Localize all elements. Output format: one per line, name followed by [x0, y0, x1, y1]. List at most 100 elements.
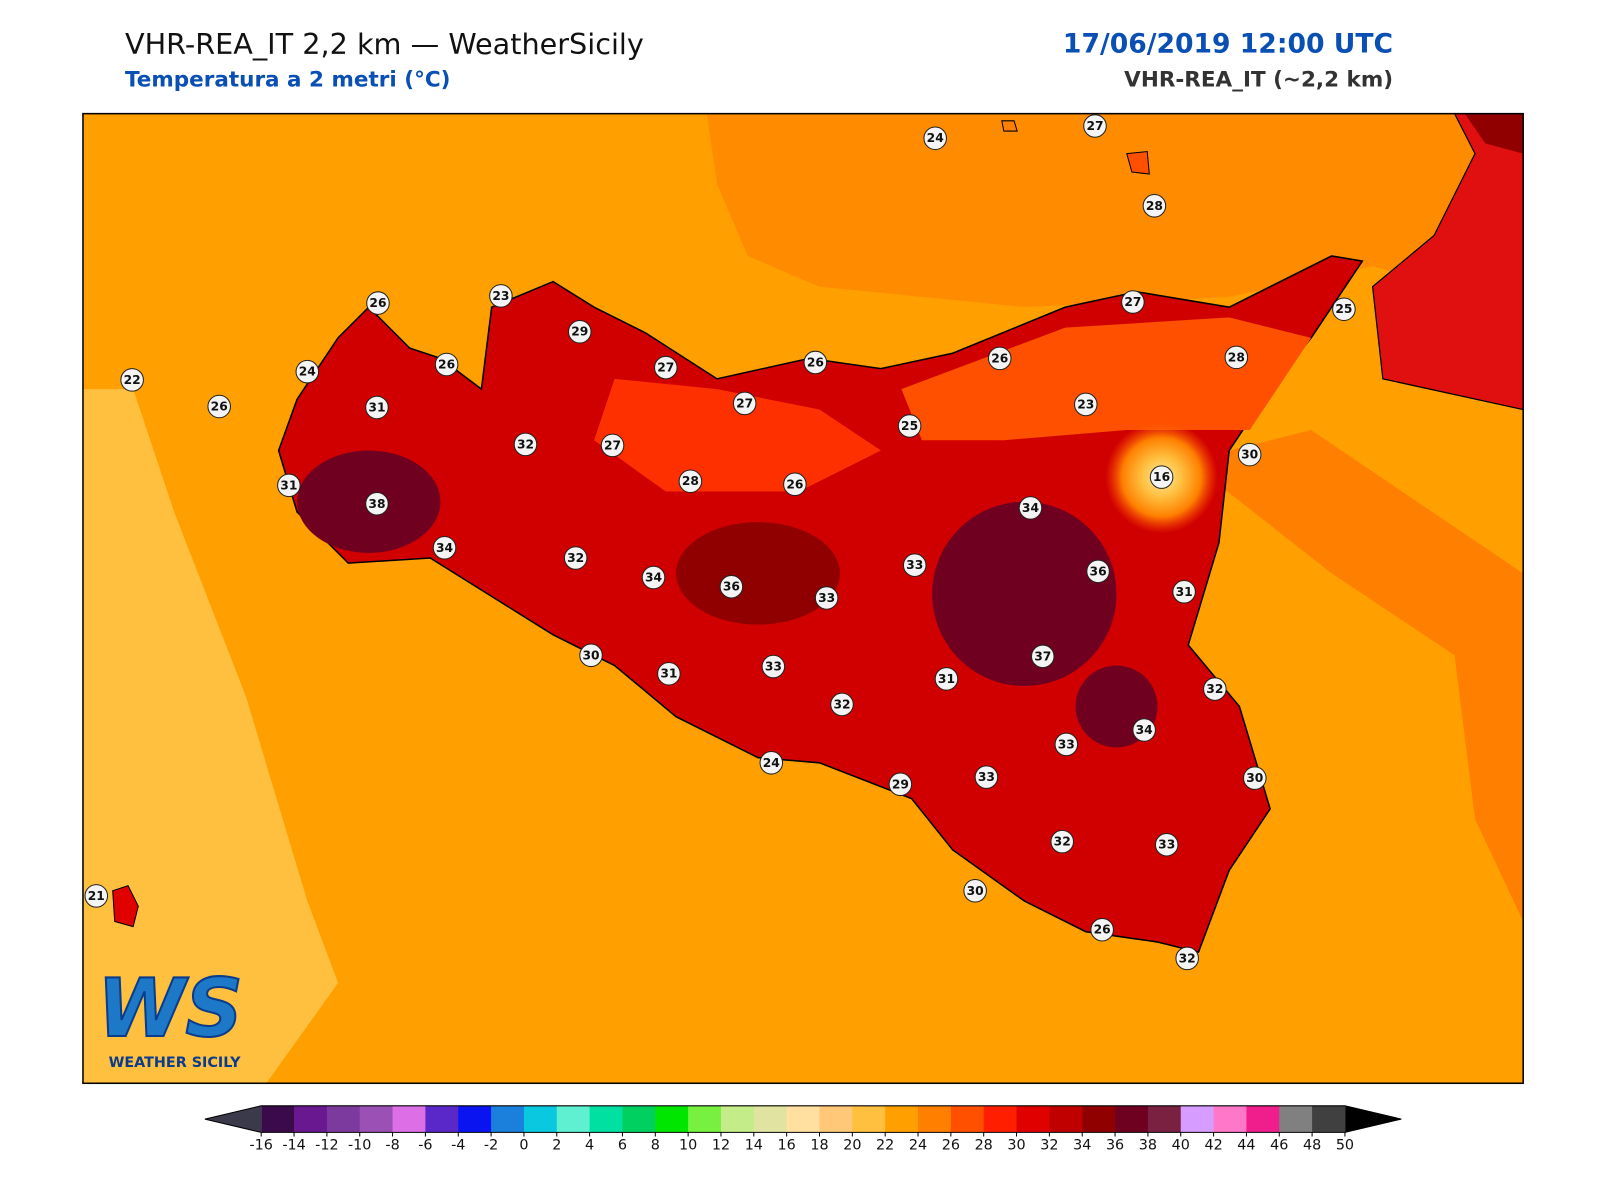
station-marker [654, 355, 678, 380]
colorbar-tick-label: 28 [975, 1138, 993, 1154]
hot-area [932, 501, 1117, 687]
station-value: 31 [938, 672, 955, 686]
colorbar-bin [523, 1105, 558, 1133]
station-marker [513, 432, 538, 457]
station-value: 32 [833, 697, 850, 711]
stations: 24 27 28 26 23 29 22 24 26 26 31 27 26 27 25 28 26 27 25 23… [84, 114, 1356, 971]
station-marker [803, 350, 828, 375]
colorbar-tick-label: 46 [1270, 1138, 1288, 1154]
north-coast [901, 317, 1312, 441]
station-marker [1142, 194, 1167, 218]
station-marker [1086, 559, 1110, 584]
colorbar-tick-label: 8 [651, 1138, 660, 1154]
colorbar-tick-label: 48 [1303, 1138, 1321, 1154]
station-value: 31 [368, 401, 385, 415]
colorbar-tick-label: 4 [585, 1138, 594, 1154]
colorbar-tick-label: 14 [745, 1138, 763, 1154]
station-value: 29 [571, 325, 588, 339]
colorbar-bin [1049, 1105, 1083, 1133]
station-marker [657, 661, 681, 686]
colorbar-bin [326, 1105, 361, 1133]
station-marker [1121, 290, 1145, 314]
station-marker [365, 395, 389, 420]
station-marker [295, 359, 320, 384]
station-value: 30 [582, 648, 599, 662]
colorbar-bin [359, 1105, 394, 1133]
station-value: 24 [927, 131, 944, 145]
station-marker [84, 884, 109, 908]
station-marker [567, 319, 592, 344]
colorbar-tick-label: 20 [843, 1138, 861, 1154]
station-value: 25 [901, 419, 918, 433]
map-frame [82, 112, 1524, 1085]
station-marker [814, 586, 839, 610]
colorbar-bin [1246, 1105, 1280, 1133]
station-value: 27 [736, 396, 753, 410]
colorbar-tick-label: 16 [778, 1138, 796, 1154]
station-marker [732, 391, 757, 416]
colorbar-bin [589, 1105, 623, 1133]
colorbar-tick-label: 44 [1237, 1138, 1255, 1154]
colorbar-bin [1180, 1105, 1215, 1133]
madonie [594, 378, 881, 492]
colorbar-tick-label: 38 [1139, 1138, 1157, 1154]
colorbar-tick-label: -8 [385, 1138, 399, 1154]
colorbar-tick-label: 0 [519, 1138, 528, 1154]
station-value: 31 [660, 667, 677, 681]
station-value: 33 [906, 558, 923, 572]
colorbar-bin [425, 1105, 459, 1133]
station-marker [1050, 829, 1075, 854]
station-marker [366, 291, 390, 315]
colorbar-bin [556, 1105, 591, 1133]
island [1126, 150, 1150, 175]
station-marker [897, 414, 922, 438]
station-value: 21 [88, 889, 105, 903]
station-value: 37 [1034, 649, 1051, 663]
station-value: 32 [1179, 951, 1196, 965]
calabria [1371, 113, 1524, 411]
station-marker [277, 473, 301, 498]
station-marker [1074, 392, 1098, 417]
title: VHR-REA_IT 2,2 km — WeatherSicily [125, 27, 644, 61]
pantelleria [112, 885, 139, 928]
station-marker [489, 284, 513, 308]
station-marker [434, 352, 459, 377]
map: 24 27 28 26 23 29 22 24 26 26 31 27 26 27 25 28 26 27 25 23… [82, 113, 1524, 1084]
station-value: 31 [1176, 585, 1193, 599]
station-value: 16 [1153, 470, 1170, 484]
colorbar-bin [1016, 1105, 1050, 1133]
station-marker [1332, 297, 1356, 321]
station-value: 27 [1086, 119, 1103, 133]
station-marker [1154, 832, 1179, 857]
station-value: 32 [517, 437, 534, 451]
colorbar-tick-label: -4 [451, 1138, 465, 1154]
colorbar-bin [294, 1105, 328, 1133]
station-marker [888, 772, 913, 797]
logo: WS WEATHER SICILY [96, 961, 244, 1071]
station-marker [759, 751, 784, 775]
colorbar-bin [1082, 1105, 1116, 1133]
station-value: 34 [1136, 723, 1153, 737]
station-value: 24 [299, 365, 316, 379]
colorbar-bin [458, 1105, 492, 1133]
station-marker [1149, 465, 1174, 489]
colorbar-bin [753, 1105, 788, 1133]
station-value: 30 [967, 884, 984, 898]
station-marker [600, 433, 625, 458]
station-marker [1083, 114, 1107, 138]
station-value: 28 [1228, 350, 1245, 364]
station-marker [902, 553, 927, 577]
colorbar-bin [392, 1105, 426, 1133]
station-value: 28 [1146, 199, 1163, 213]
colorbar-tick-label: 26 [942, 1138, 960, 1154]
colorbar-tick-label: 6 [618, 1138, 627, 1154]
colorbar-tick-label: -16 [249, 1138, 272, 1154]
station-marker [934, 667, 959, 691]
colorbar-tick-label: 2 [552, 1138, 561, 1154]
logo-initials: WS [97, 962, 243, 1055]
station-value: 26 [211, 399, 228, 413]
island [1001, 120, 1018, 132]
station-marker [1175, 946, 1199, 971]
station-marker [1054, 732, 1079, 757]
